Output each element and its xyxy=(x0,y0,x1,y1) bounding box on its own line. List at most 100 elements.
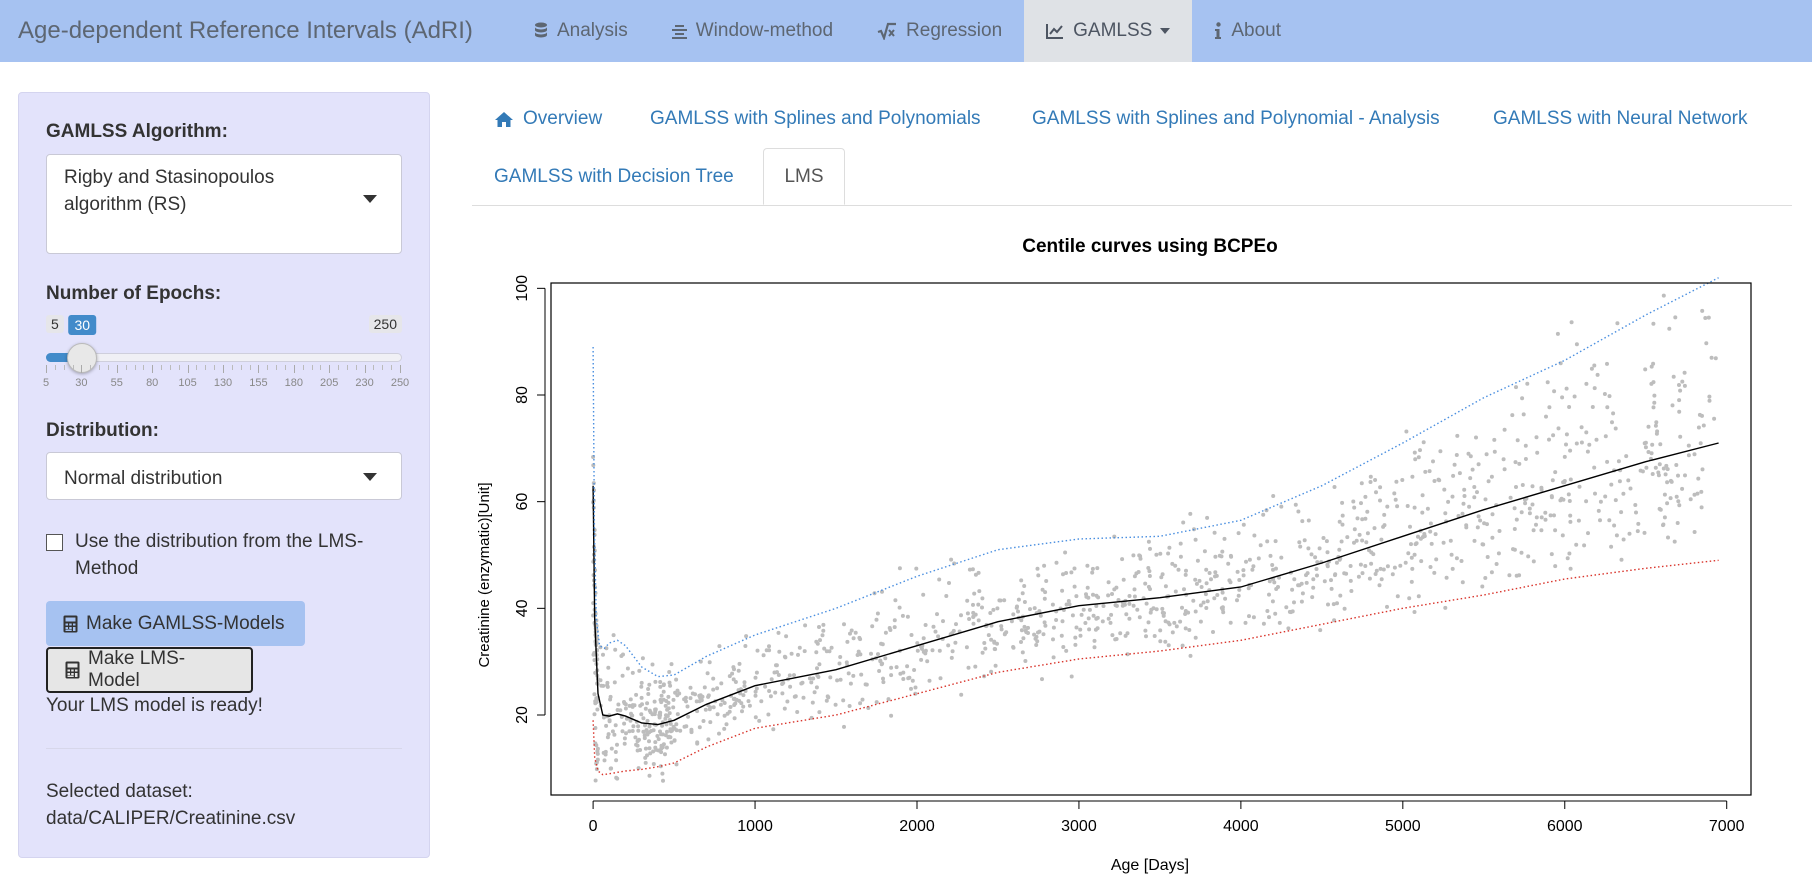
data-point xyxy=(1090,566,1095,571)
nav-window-method[interactable]: Window-method xyxy=(650,0,855,62)
data-point xyxy=(654,747,659,752)
data-point xyxy=(1567,405,1572,409)
data-point xyxy=(877,669,882,673)
data-point xyxy=(1173,563,1178,568)
data-point xyxy=(607,718,612,723)
data-point xyxy=(789,651,794,656)
data-point xyxy=(767,689,772,693)
data-point xyxy=(1610,420,1614,425)
tab-splines-polynomials[interactable]: GAMLSS with Splines and Polynomials xyxy=(650,108,981,129)
data-point xyxy=(1243,620,1248,625)
algorithm-select[interactable]: Rigby and Stasinopoulos algorithm (RS) xyxy=(46,154,402,254)
data-point xyxy=(1265,539,1270,544)
data-point xyxy=(1247,557,1252,562)
make-gamlss-models-button[interactable]: Make GAMLSS-Models xyxy=(46,601,305,646)
data-point xyxy=(685,704,690,709)
data-point xyxy=(1274,587,1279,591)
data-point xyxy=(1300,519,1305,524)
data-point xyxy=(1564,442,1568,447)
data-point xyxy=(1311,577,1316,582)
nav-analysis[interactable]: Analysis xyxy=(512,0,650,62)
data-point xyxy=(715,686,720,691)
data-point xyxy=(973,664,978,669)
lms-distribution-checkbox[interactable] xyxy=(46,534,63,551)
data-point xyxy=(722,713,727,718)
data-point xyxy=(1656,470,1661,475)
slider-max-label: 250 xyxy=(368,315,402,333)
nav-about[interactable]: About xyxy=(1192,0,1303,62)
data-point xyxy=(1585,449,1590,454)
data-point xyxy=(1092,638,1097,643)
lms-distribution-option[interactable]: Use the distribution from the LMS-Method xyxy=(46,528,375,582)
data-point xyxy=(837,661,842,666)
data-point xyxy=(1050,602,1055,607)
data-point xyxy=(753,689,758,694)
data-point xyxy=(781,680,786,685)
data-point xyxy=(1148,610,1153,615)
data-point xyxy=(1677,503,1682,508)
data-point xyxy=(1132,587,1137,592)
data-point xyxy=(1143,628,1148,633)
data-point xyxy=(1513,460,1518,465)
data-point xyxy=(1423,469,1428,474)
epochs-slider[interactable]: 5 250 30 5 30 55 80 105 130 155 180 205 230 250 xyxy=(43,315,409,397)
data-point xyxy=(1212,530,1217,535)
data-point xyxy=(1392,491,1397,496)
data-point xyxy=(651,762,656,766)
data-point xyxy=(1120,603,1125,608)
tab-splines-polynomial-analysis[interactable]: GAMLSS with Splines and Polynomial - Ana… xyxy=(1032,108,1440,129)
data-point xyxy=(1213,570,1218,575)
data-point xyxy=(667,711,672,716)
data-point xyxy=(1335,601,1339,606)
distribution-select[interactable]: Normal distribution xyxy=(46,452,402,500)
data-point xyxy=(849,628,854,633)
slider-tick xyxy=(302,365,304,370)
data-point xyxy=(1070,613,1075,618)
nav-gamlss-dropdown[interactable]: GAMLSS xyxy=(1024,0,1193,62)
data-point xyxy=(1650,472,1655,476)
data-point xyxy=(1523,497,1527,502)
nav-regression[interactable]: Regression xyxy=(855,0,1024,62)
data-point xyxy=(1194,581,1199,586)
data-point xyxy=(1357,532,1362,537)
tab-lms[interactable]: LMS xyxy=(763,148,845,205)
data-point xyxy=(1461,501,1466,506)
app-title[interactable]: Age-dependent Reference Intervals (AdRI) xyxy=(18,17,473,44)
data-point xyxy=(1682,383,1687,388)
data-point xyxy=(1587,442,1592,447)
data-point xyxy=(1091,592,1095,597)
data-point xyxy=(1492,437,1497,442)
dataset-label: Selected dataset: xyxy=(46,781,193,802)
data-point xyxy=(817,710,822,715)
data-point xyxy=(876,652,880,657)
data-point xyxy=(1359,481,1364,486)
tab-decision-tree[interactable]: GAMLSS with Decision Tree xyxy=(494,166,734,187)
data-point xyxy=(1090,570,1095,575)
data-point xyxy=(1672,539,1677,544)
data-point xyxy=(1261,621,1266,626)
data-point xyxy=(741,704,746,709)
data-point xyxy=(757,718,762,723)
data-point xyxy=(1592,386,1597,391)
data-point xyxy=(1485,555,1490,559)
make-lms-model-button[interactable]: Make LMS-Model xyxy=(46,647,253,693)
square-root-icon xyxy=(877,22,897,40)
chart-title: Centile curves using BCPEo xyxy=(1022,236,1278,257)
tab-neural-network[interactable]: GAMLSS with Neural Network xyxy=(1493,108,1748,129)
data-point xyxy=(1138,556,1143,561)
data-point xyxy=(1159,575,1164,580)
data-point xyxy=(1120,557,1125,562)
data-point xyxy=(1550,478,1555,483)
nav-window-method-label: Window-method xyxy=(695,20,834,41)
tab-overview[interactable]: Overview xyxy=(494,108,602,130)
data-point xyxy=(1286,626,1291,631)
slider-track[interactable] xyxy=(46,353,402,362)
data-point xyxy=(1422,534,1427,539)
data-point xyxy=(1565,556,1570,561)
data-point xyxy=(1131,603,1136,608)
data-point xyxy=(967,567,972,572)
data-point xyxy=(646,687,651,691)
data-point xyxy=(595,757,600,762)
data-point xyxy=(1162,611,1166,616)
data-point xyxy=(671,705,676,710)
